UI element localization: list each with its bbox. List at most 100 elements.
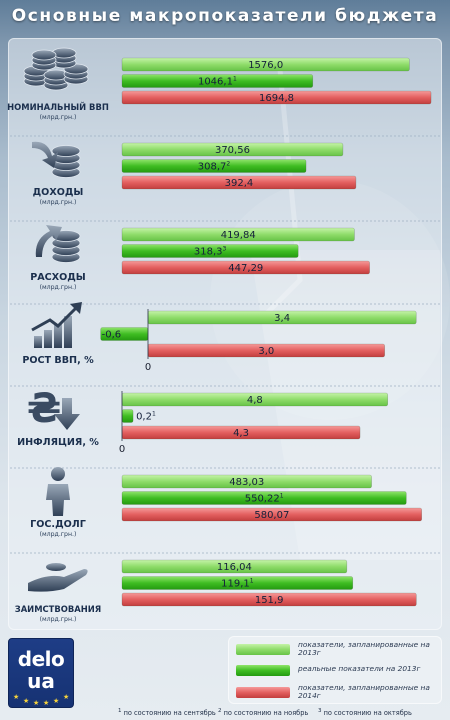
footnote-3: 3 по состоянию на октябрь (318, 708, 412, 717)
category-label: НОМИНАЛЬНЫЙ ВВП (7, 101, 109, 112)
delo-ua-logo: delo ua ★ ★ ★ ★ ★ ★ (8, 638, 74, 708)
footnote-mark: 1 (152, 411, 156, 418)
zero-tick-label: 0 (119, 444, 125, 455)
footnote-text: по состоянию на ноябрь (223, 709, 309, 718)
data-label: -0,6 (102, 330, 122, 341)
footnote-mark: 1 (250, 578, 254, 585)
data-label: 4,3 (233, 428, 249, 439)
footnote-mark: 1 (280, 493, 284, 500)
data-label: 308,72 (198, 161, 231, 173)
data-label: 580,07 (254, 510, 289, 521)
trend-line-icon (31, 306, 78, 332)
data-label: 1694,8 (259, 93, 294, 104)
logo-star-icon: ★ (53, 697, 60, 705)
coin-icon (46, 563, 66, 571)
column-icon (64, 316, 72, 348)
bar-planned2014 (121, 592, 417, 607)
hryvnia-sign-icon: ₴ (27, 386, 61, 432)
category-label: РОСТ ВВП, % (22, 355, 94, 366)
coin-icon (31, 49, 57, 61)
person-head-icon (51, 467, 65, 481)
category-group: ₴ ИНФЛЯЦИЯ, % 4,8 0,21 4,3 0 (10, 385, 440, 455)
bar-planned2013 (121, 142, 344, 157)
category-label: ГОС.ДОЛГ (30, 519, 86, 530)
arrow-out-icon (35, 225, 62, 257)
bar-actual2013 (121, 244, 299, 258)
column-icon (34, 336, 42, 348)
legend-item-actual-2013: реальные показатели на 2013г (236, 662, 436, 678)
logo-star-icon: ★ (63, 693, 70, 701)
data-label: 3,0 (258, 346, 274, 357)
zero-tick-label: 0 (145, 362, 151, 373)
footnote-mark: 1 (233, 76, 237, 83)
bar-planned2014 (121, 175, 357, 190)
bar-planned2013 (121, 57, 410, 72)
footnotes: 1 по состоянию на сентябрь 2 по состояни… (100, 708, 450, 720)
bar-actual2013 (121, 576, 354, 590)
column-icon (44, 330, 52, 348)
data-label: 4,8 (247, 395, 263, 406)
bar-planned2013 (121, 559, 348, 574)
category-group: РОСТ ВВП, % 3,4 -0,6 3,0 0 (10, 302, 440, 373)
data-label: 1576,0 (248, 60, 283, 71)
legend-swatch-actual-2013 (236, 665, 290, 676)
footnote-mark: 3 (318, 708, 322, 714)
category-group: НОМИНАЛЬНЫЙ ВВП(млрд.грн.)1576,01046,111… (7, 47, 432, 121)
data-label: 1046,11 (198, 76, 237, 88)
logo-word-ua: ua (27, 669, 55, 693)
category-unit: (млрд.грн.) (40, 114, 77, 121)
category-unit: (млрд.грн.) (40, 284, 77, 291)
logo-star-icon: ★ (23, 697, 30, 705)
logo-word-delo: delo (17, 647, 65, 671)
arrow-head-icon (70, 302, 82, 314)
bar-planned2013 (121, 227, 355, 242)
legend: показатели, запланированные на 2013г реа… (228, 636, 442, 704)
footnote-2: 2 по состоянию на ноябрь (218, 708, 308, 717)
arrow-in-icon (32, 141, 58, 168)
data-label: 116,04 (217, 562, 252, 573)
data-label: 3,4 (274, 313, 290, 324)
legend-swatch-planned-2014 (236, 687, 290, 698)
data-label: 119,11 (221, 578, 254, 590)
data-label: 151,9 (255, 595, 284, 606)
footnote-1: 1 по состоянию на сентябрь (118, 708, 216, 717)
data-label: 447,29 (228, 263, 263, 274)
footnote-mark: 2 (226, 161, 230, 168)
category-group: ДОХОДЫ(млрд.грн.) 370,56 308,72 392,4 (10, 135, 440, 206)
legend-label-planned-2014: показатели, запланированные на 2014г (298, 683, 430, 700)
legend-label-planned-2013: показатели, запланированные на 2013г (298, 640, 430, 657)
category-unit: (млрд.грн.) (40, 199, 77, 206)
logo-star-icon: ★ (13, 693, 20, 701)
bar-actual2013 (121, 409, 134, 423)
footnote-text: по состоянию на сентябрь (123, 709, 216, 718)
legend-label-actual-2013: реальные показатели на 2013г (298, 664, 421, 673)
data-label: 550,221 (245, 493, 284, 505)
hand-icon (28, 569, 88, 592)
coin-icon (51, 145, 81, 157)
category-label: ИНФЛЯЦИЯ, % (17, 437, 99, 448)
footnote-mark: 1 (118, 708, 122, 714)
category-label: ЗАИМСТВОВАНИЯ (15, 604, 101, 614)
data-label: 483,03 (229, 477, 264, 488)
footnote-mark: 3 (223, 246, 227, 253)
page-title: Основные макропоказатели бюджета (11, 6, 439, 26)
bar-actual2013 (121, 491, 407, 505)
bar-planned2014 (121, 90, 432, 105)
data-label: 370,56 (215, 145, 250, 156)
bar-actual2013 (121, 74, 314, 88)
logo-star-icon: ★ (43, 699, 50, 707)
bar-planned2013 (121, 474, 372, 489)
category-group: ГОС.ДОЛГ(млрд.грн.) 483,03 550,221 580,07 (10, 467, 440, 538)
column-icon (54, 324, 62, 348)
chart-panel (8, 38, 442, 630)
data-label: 318,33 (194, 246, 227, 258)
category-label: РАСХОДЫ (30, 272, 86, 283)
category-label: ДОХОДЫ (33, 187, 84, 198)
category-group: ЗАИМСТВОВАНИЯ (млрд.грн.) 116,04 119,11151,… (10, 552, 440, 623)
down-arrow-icon (54, 398, 80, 430)
footnote-mark: 2 (218, 708, 222, 714)
category-unit: (млрд.грн.) (40, 616, 77, 623)
category-unit: (млрд.грн.) (40, 531, 77, 538)
